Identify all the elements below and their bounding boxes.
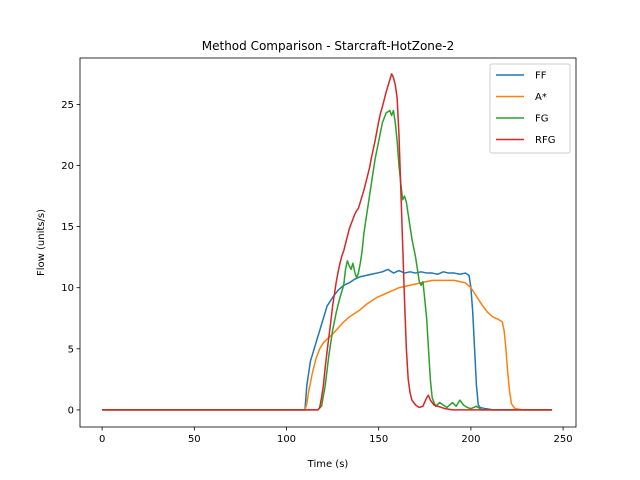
x-tick-label: 100 <box>277 434 296 445</box>
y-tick-label: 10 <box>61 283 74 294</box>
legend-label-rfg: RFG <box>535 135 555 146</box>
x-tick-label: 200 <box>461 434 480 445</box>
x-tick-label: 150 <box>369 434 388 445</box>
x-tick-label: 50 <box>188 434 201 445</box>
legend: FF A* FG RFG <box>489 63 571 154</box>
series-line-a <box>102 279 553 411</box>
x-tick-label: 0 <box>99 434 105 445</box>
series-line-rfg <box>102 73 553 411</box>
series-line-fg <box>102 109 553 411</box>
series-line-ff <box>102 268 553 411</box>
series-layer <box>102 73 553 411</box>
y-tick-label: 0 <box>68 405 74 416</box>
legend-label-fg: FG <box>535 114 549 125</box>
legend-label-a: A* <box>535 92 547 103</box>
y-axis-label: Flow (units/s) <box>36 209 47 276</box>
y-tick-label: 20 <box>61 161 74 172</box>
y-tick-label: 25 <box>61 100 74 111</box>
y-tick-label: 15 <box>61 222 74 233</box>
x-tick-label: 250 <box>554 434 573 445</box>
legend-box <box>489 63 571 154</box>
y-tick-label: 5 <box>68 344 74 355</box>
legend-label-ff: FF <box>535 71 547 82</box>
plot-frame <box>79 57 577 428</box>
x-axis-ticks: 0 50 100 150 200 250 <box>99 427 573 445</box>
x-axis-label: Time (s) <box>307 459 349 470</box>
chart-title: Method Comparison - Starcraft-HotZone-2 <box>202 39 455 53</box>
y-axis-ticks: 0 5 10 15 20 25 <box>61 100 80 416</box>
